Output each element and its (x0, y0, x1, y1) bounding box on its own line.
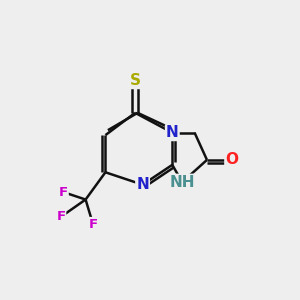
Text: N: N (136, 177, 149, 192)
Text: NH: NH (169, 175, 195, 190)
Text: S: S (130, 73, 141, 88)
Text: O: O (225, 152, 238, 167)
Text: N: N (166, 125, 179, 140)
Text: F: F (59, 186, 68, 199)
Text: F: F (88, 218, 98, 231)
Text: F: F (56, 210, 65, 224)
